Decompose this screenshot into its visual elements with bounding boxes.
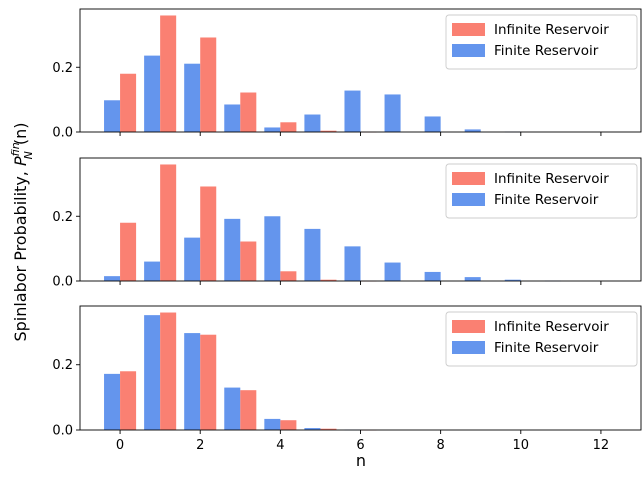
bar-finite-reservoir-n7 bbox=[384, 94, 401, 132]
bar-infinite-reservoir-n1 bbox=[160, 164, 177, 281]
legend-swatch-infinite-reservoir bbox=[452, 23, 485, 36]
bar-infinite-reservoir-n4 bbox=[280, 271, 297, 281]
bar-finite-reservoir-n0 bbox=[104, 276, 121, 281]
bar-infinite-reservoir-n2 bbox=[200, 37, 217, 133]
x-tick-label: 12 bbox=[593, 438, 610, 453]
bar-infinite-reservoir-n0 bbox=[120, 222, 137, 281]
y-tick-label: 0.0 bbox=[52, 126, 73, 141]
x-tick-label: 2 bbox=[196, 438, 204, 453]
bar-finite-reservoir-n8 bbox=[424, 271, 441, 281]
bar-infinite-reservoir-n0 bbox=[120, 371, 137, 430]
legend-box bbox=[445, 163, 638, 219]
bar-infinite-reservoir-n5 bbox=[320, 279, 337, 281]
bar-finite-reservoir-n10 bbox=[504, 279, 521, 281]
bar-finite-reservoir-n4 bbox=[264, 127, 281, 132]
x-tick-label: 6 bbox=[356, 438, 364, 453]
panel-3: 0.0 0.2 0 2 4 6 8 10 12 Infinite Reservoir Finite … bbox=[52, 305, 642, 453]
bar-finite-reservoir-n8 bbox=[424, 116, 441, 132]
panels: 0.0 0.2 Infinite Reservoir Finite Reservoir… bbox=[52, 8, 642, 453]
legend-label-infinite-reservoir: Infinite Reservoir bbox=[494, 319, 609, 335]
bar-infinite-reservoir-n3 bbox=[240, 92, 257, 132]
bar-infinite-reservoir-n2 bbox=[200, 186, 217, 281]
legend-label-finite-reservoir: Finite Reservoir bbox=[494, 192, 599, 208]
bar-finite-reservoir-n1 bbox=[144, 55, 161, 132]
bar-finite-reservoir-n9 bbox=[464, 129, 481, 132]
legend-swatch-finite-reservoir bbox=[452, 193, 485, 206]
x-tick-label: 4 bbox=[276, 438, 284, 453]
bar-finite-reservoir-n0 bbox=[104, 100, 121, 132]
bar-infinite-reservoir-n4 bbox=[280, 420, 297, 430]
x-tick-label: 10 bbox=[513, 438, 530, 453]
y-tick-label: 0.0 bbox=[52, 275, 73, 290]
bar-finite-reservoir-n3 bbox=[224, 104, 241, 132]
bar-infinite-reservoir-n2 bbox=[200, 334, 217, 430]
bar-finite-reservoir-n1 bbox=[144, 261, 161, 281]
legend-swatch-finite-reservoir bbox=[452, 44, 485, 57]
y-tick-label: 0.2 bbox=[52, 61, 73, 76]
bar-infinite-reservoir-n5 bbox=[320, 130, 337, 132]
bar-infinite-reservoir-n4 bbox=[280, 122, 297, 132]
bar-finite-reservoir-n6 bbox=[344, 90, 361, 132]
y-tick-label: 0.0 bbox=[52, 424, 73, 439]
legend-swatch-infinite-reservoir bbox=[452, 172, 485, 185]
y-tick-label: 0.2 bbox=[52, 210, 73, 225]
bar-finite-reservoir-n2 bbox=[184, 63, 201, 132]
bar-finite-reservoir-n1 bbox=[144, 315, 161, 430]
bar-finite-reservoir-n3 bbox=[224, 218, 241, 281]
legend-label-infinite-reservoir: Infinite Reservoir bbox=[494, 171, 609, 187]
legend-label-finite-reservoir: Finite Reservoir bbox=[494, 43, 599, 59]
panel-2: 0.0 0.2 Infinite Reservoir Finite Reservoir bbox=[52, 157, 642, 290]
bar-finite-reservoir-n2 bbox=[184, 237, 201, 281]
legend-box bbox=[445, 311, 638, 367]
legend: Infinite Reservoir Finite Reservoir bbox=[445, 14, 638, 70]
bar-finite-reservoir-n4 bbox=[264, 216, 281, 281]
bar-finite-reservoir-n6 bbox=[344, 246, 361, 281]
legend: Infinite Reservoir Finite Reservoir bbox=[445, 311, 638, 367]
bar-finite-reservoir-n4 bbox=[264, 418, 281, 430]
legend-label-finite-reservoir: Finite Reservoir bbox=[494, 340, 599, 356]
bar-finite-reservoir-n0 bbox=[104, 373, 121, 430]
x-tick-label: 0 bbox=[116, 438, 124, 453]
legend-box bbox=[445, 14, 638, 70]
bar-infinite-reservoir-n0 bbox=[120, 73, 137, 132]
y-axis-label-superscript: fin bbox=[9, 142, 22, 156]
y-axis-label-symbol: P bbox=[11, 156, 30, 166]
y-axis-label-prefix: Spinlabor Probability, bbox=[11, 166, 30, 342]
bar-infinite-reservoir-n1 bbox=[160, 312, 177, 430]
y-axis-label-subscript: N bbox=[22, 151, 35, 159]
panel-1: 0.0 0.2 Infinite Reservoir Finite Reservoir bbox=[52, 8, 642, 141]
bar-finite-reservoir-n2 bbox=[184, 333, 201, 430]
bar-infinite-reservoir-n5 bbox=[320, 428, 337, 430]
legend-swatch-infinite-reservoir bbox=[452, 320, 485, 333]
x-tick-label: 8 bbox=[437, 438, 445, 453]
bar-finite-reservoir-n5 bbox=[304, 228, 321, 281]
bar-infinite-reservoir-n3 bbox=[240, 390, 257, 430]
x-axis-label: n bbox=[356, 451, 366, 470]
bar-finite-reservoir-n5 bbox=[304, 114, 321, 132]
y-tick-label: 0.2 bbox=[52, 358, 73, 373]
y-axis-label-suffix: (n) bbox=[11, 122, 30, 145]
legend: Infinite Reservoir Finite Reservoir bbox=[445, 163, 638, 219]
bar-finite-reservoir-n3 bbox=[224, 387, 241, 430]
bar-finite-reservoir-n5 bbox=[304, 428, 321, 430]
legend-swatch-finite-reservoir bbox=[452, 341, 485, 354]
y-axis-label: Spinlabor Probability, PfinN (n) bbox=[9, 122, 35, 341]
bar-finite-reservoir-n7 bbox=[384, 262, 401, 281]
legend-label-infinite-reservoir: Infinite Reservoir bbox=[494, 22, 609, 38]
bar-infinite-reservoir-n3 bbox=[240, 241, 257, 281]
bar-finite-reservoir-n9 bbox=[464, 277, 481, 281]
bar-infinite-reservoir-n1 bbox=[160, 15, 177, 132]
